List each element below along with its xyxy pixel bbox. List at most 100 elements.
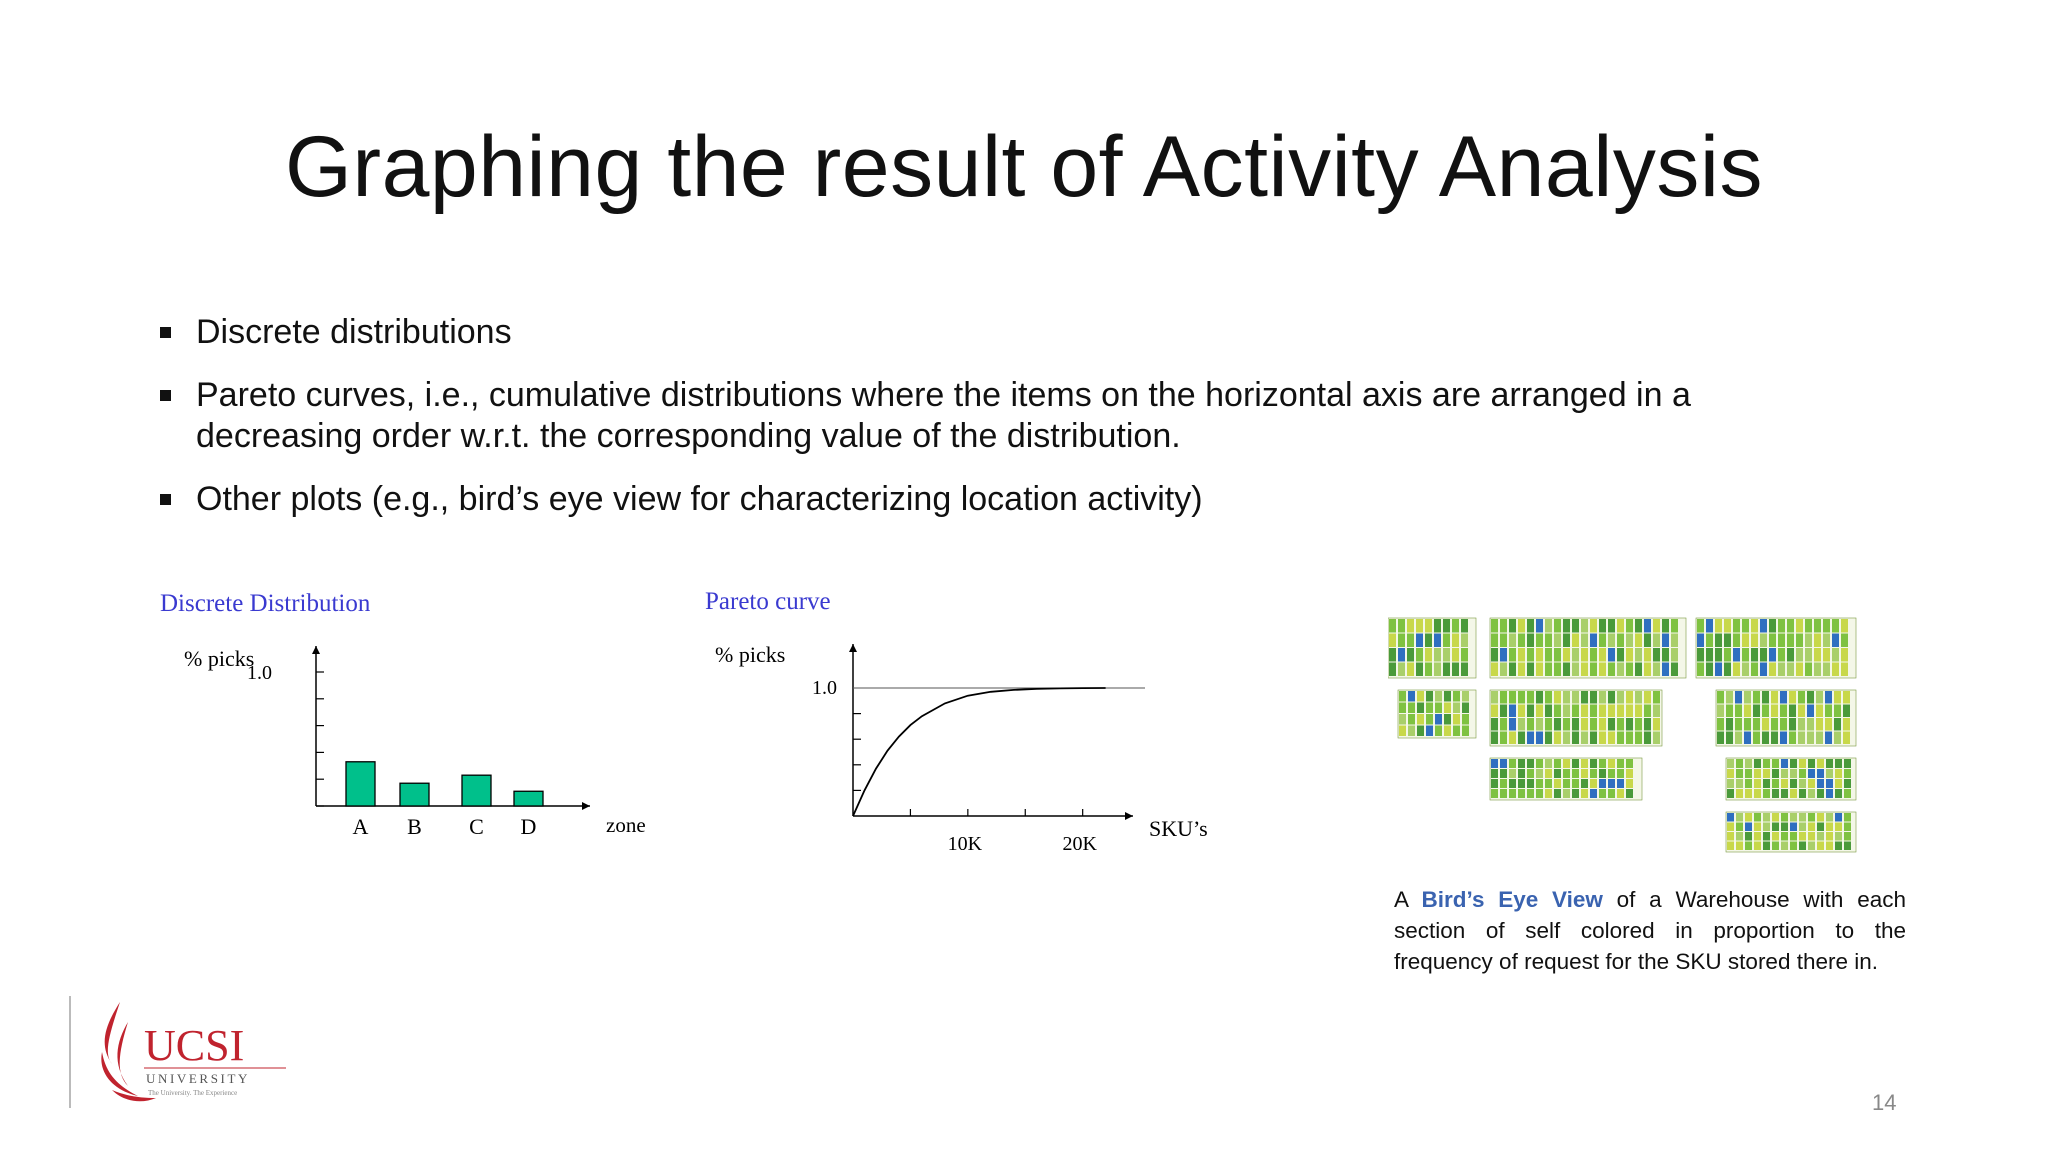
storage-slot — [1798, 731, 1805, 744]
storage-slot — [1462, 702, 1469, 713]
storage-slot — [1790, 779, 1797, 788]
storage-slot — [1841, 648, 1848, 662]
storage-slot — [1572, 779, 1579, 788]
storage-slot — [1778, 619, 1785, 633]
storage-slot — [1434, 648, 1441, 662]
storage-slot — [1735, 704, 1742, 717]
storage-slot — [1491, 779, 1498, 788]
storage-slot — [1825, 718, 1832, 731]
pareto-line — [852, 687, 1106, 817]
storage-slot — [1626, 769, 1633, 778]
storage-slot — [1796, 633, 1803, 647]
storage-slot — [1435, 702, 1442, 713]
storage-slot — [1500, 691, 1507, 704]
storage-slot — [1706, 633, 1713, 647]
storage-slot — [1662, 619, 1669, 633]
storage-slot — [1500, 759, 1507, 768]
storage-slot — [1500, 633, 1507, 647]
storage-slot — [1772, 779, 1779, 788]
storage-slot — [1425, 619, 1432, 633]
storage-slot — [1754, 759, 1761, 768]
storage-slot — [1841, 619, 1848, 633]
storage-slot — [1717, 718, 1724, 731]
storage-slot — [1527, 759, 1534, 768]
storage-slot — [1599, 759, 1606, 768]
storage-slot — [1832, 619, 1839, 633]
storage-slot — [1653, 619, 1660, 633]
storage-slot — [1844, 769, 1851, 778]
storage-slot — [1823, 619, 1830, 633]
storage-slot — [1617, 619, 1624, 633]
storage-slot — [1389, 633, 1396, 647]
storage-slot — [1452, 662, 1459, 676]
storage-slot — [1735, 691, 1742, 704]
storage-slot — [1626, 619, 1633, 633]
storage-slot — [1500, 704, 1507, 717]
storage-slot — [1554, 789, 1561, 798]
storage-slot — [1509, 619, 1516, 633]
storage-slot — [1835, 822, 1842, 831]
storage-slot — [1841, 662, 1848, 676]
storage-slot — [1717, 704, 1724, 717]
storage-slot — [1644, 619, 1651, 633]
storage-slot — [1771, 691, 1778, 704]
storage-slot — [1727, 813, 1734, 822]
storage-slot — [1787, 619, 1794, 633]
storage-slot — [1554, 769, 1561, 778]
storage-slot — [1554, 731, 1561, 744]
storage-slot — [1608, 718, 1615, 731]
x-tick-label: C — [469, 814, 484, 839]
storage-slot — [1816, 691, 1823, 704]
storage-slot — [1644, 648, 1651, 662]
storage-slot — [1805, 633, 1812, 647]
storage-slot — [1617, 789, 1624, 798]
storage-slot — [1745, 832, 1752, 841]
storage-slot — [1500, 789, 1507, 798]
storage-slot — [1772, 759, 1779, 768]
storage-slot — [1407, 619, 1414, 633]
storage-slot — [1608, 769, 1615, 778]
storage-slot — [1399, 725, 1406, 736]
storage-slot — [1491, 759, 1498, 768]
storage-slot — [1762, 691, 1769, 704]
storage-slot — [1608, 691, 1615, 704]
storage-slot — [1742, 633, 1749, 647]
storage-slot — [1527, 662, 1534, 676]
storage-slot — [1617, 662, 1624, 676]
storage-slot — [1545, 619, 1552, 633]
storage-slot — [1745, 759, 1752, 768]
storage-slot — [1608, 789, 1615, 798]
storage-slot — [1778, 648, 1785, 662]
storage-slot — [1736, 813, 1743, 822]
storage-slot — [1726, 691, 1733, 704]
storage-slot — [1807, 718, 1814, 731]
storage-slot — [1527, 731, 1534, 744]
storage-slot — [1608, 662, 1615, 676]
storage-slot — [1509, 718, 1516, 731]
storage-slot — [1754, 832, 1761, 841]
storage-slot — [1781, 841, 1788, 850]
storage-slot — [1590, 731, 1597, 744]
storage-slot — [1763, 759, 1770, 768]
storage-slot — [1697, 619, 1704, 633]
storage-slot — [1816, 704, 1823, 717]
storage-slot — [1635, 619, 1642, 633]
storage-slot — [1763, 841, 1770, 850]
storage-slot — [1635, 648, 1642, 662]
storage-slot — [1817, 841, 1824, 850]
storage-slot — [1599, 662, 1606, 676]
storage-slot — [1554, 633, 1561, 647]
storage-slot — [1527, 619, 1534, 633]
storage-slot — [1754, 813, 1761, 822]
storage-slot — [1763, 779, 1770, 788]
storage-slot — [1763, 789, 1770, 798]
storage-slot — [1834, 718, 1841, 731]
storage-slot — [1545, 633, 1552, 647]
storage-slot — [1563, 648, 1570, 662]
storage-slot — [1644, 718, 1651, 731]
storage-slot — [1599, 619, 1606, 633]
storage-slot — [1635, 718, 1642, 731]
storage-slot — [1417, 702, 1424, 713]
storage-slot — [1554, 704, 1561, 717]
storage-slot — [1444, 725, 1451, 736]
